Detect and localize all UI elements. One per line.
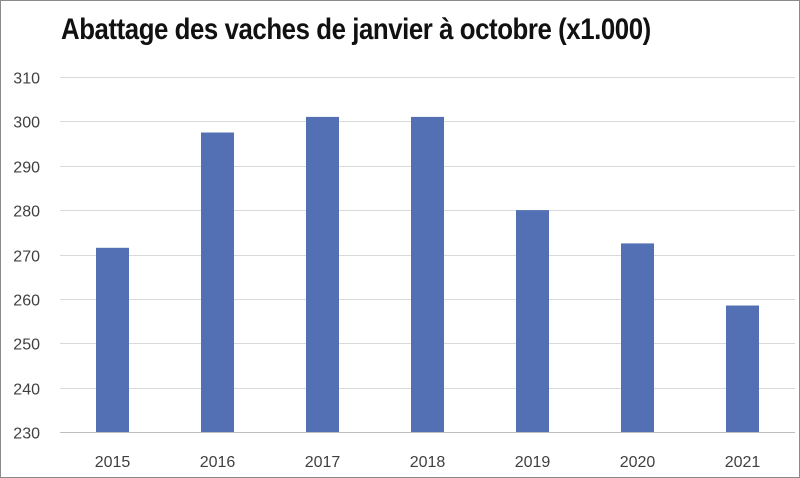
y-tick-label: 300 bbox=[13, 115, 40, 132]
y-tick-label: 250 bbox=[13, 337, 40, 354]
y-tick-label: 290 bbox=[13, 160, 40, 177]
x-axis-ticks: 2015 2016 2017 2018 2019 2020 2021 bbox=[95, 454, 761, 471]
bar-2017 bbox=[306, 116, 339, 433]
bars bbox=[96, 116, 759, 433]
x-tick-label-2017: 2017 bbox=[305, 454, 341, 471]
y-tick-label: 280 bbox=[13, 204, 40, 221]
x-tick-label-2021: 2021 bbox=[725, 454, 761, 471]
y-tick-label: 310 bbox=[13, 71, 40, 88]
bar-2015 bbox=[96, 247, 129, 432]
y-axis-ticks: 230 240 250 260 270 280 290 300 310 bbox=[13, 71, 40, 443]
x-tick-label-2016: 2016 bbox=[200, 454, 236, 471]
chart-title: Abattage des vaches de janvier à octobre… bbox=[61, 13, 651, 46]
x-tick-label-2018: 2018 bbox=[410, 454, 446, 471]
y-tick-label: 230 bbox=[13, 426, 40, 443]
x-tick-label-2015: 2015 bbox=[95, 454, 131, 471]
bar-2021 bbox=[726, 305, 759, 432]
y-tick-label: 270 bbox=[13, 249, 40, 266]
y-tick-label: 260 bbox=[13, 293, 40, 310]
bar-2016 bbox=[201, 132, 234, 432]
y-tick-label: 240 bbox=[13, 382, 40, 399]
bar-2019 bbox=[516, 210, 549, 432]
bar-2020 bbox=[621, 243, 654, 432]
x-tick-label-2020: 2020 bbox=[620, 454, 656, 471]
bar-2018 bbox=[411, 116, 444, 433]
x-tick-label-2019: 2019 bbox=[515, 454, 551, 471]
